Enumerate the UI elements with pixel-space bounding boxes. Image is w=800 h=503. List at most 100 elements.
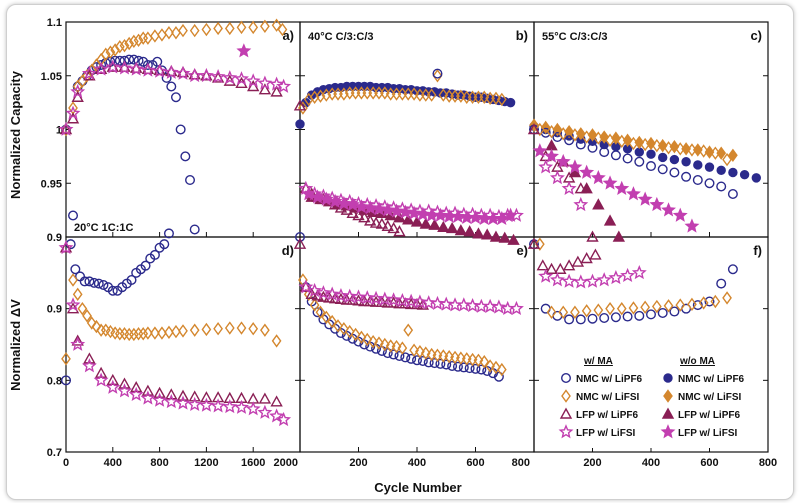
data-point-d-nmc_lipf6_ma [140,260,151,271]
legend-header-with-ma: w/ MA [583,356,613,367]
data-point-c-lfp_lifsi [532,143,548,158]
legend-label-lfp_lifsi: LFP w/ LiFSI [678,428,737,439]
data-point-c-nmc_lipf6_ma [657,164,668,175]
data-point-f-nmc_lifsi_ma [593,303,604,317]
data-point-c-nmc_lipf6_ma [681,171,692,182]
x-tick-label: 800 [759,457,777,469]
data-point-d-lfp_lifsi_ma [117,383,132,398]
panel-label-f: f) [753,243,762,258]
data-point-b-lfp_lipf6 [489,230,503,242]
data-point-f-lfp_lifsi_ma [620,267,636,283]
data-point-c-nmc_lipf6_ma [692,175,703,186]
data-point-c-nmc_lifsi_ma [534,122,545,137]
data-point-a-lfp_lifsi_ma [269,76,285,91]
data-point-e-lfp_lifsi_ma [509,300,524,315]
data-point-c-nmc_lifsi [716,146,727,160]
legend-marker-lfp_lifsi_ma [558,424,574,439]
x-tick-label: 400 [408,457,426,469]
data-point-d-lfp_lipf6_ma [59,241,73,253]
data-point-d-nmc_lifsi_ma [128,327,139,342]
data-point-a-nmc_lifsi_ma [164,26,174,40]
data-point-d-nmc_lipf6_ma [126,275,137,286]
data-point-c-lfp_lifsi [661,202,676,217]
data-point-b-nmc_lipf6 [295,119,305,129]
data-point-d-lfp_lipf6_ma [270,395,283,407]
data-point-e-lfp_lifsi_ma [465,297,481,313]
data-point-c-nmc_lifsi_ma [558,127,569,141]
data-point-c-nmc_lipf6_ma [704,178,715,189]
data-point-d-lfp_lifsi_ma [222,399,238,414]
data-point-e-nmc_lifsi_ma [432,348,443,362]
data-point-b-nmc_lifsi_ma [456,89,466,103]
data-point-e-lfp_lifsi_ma [377,291,393,306]
data-point-b-lfp_lifsi [362,200,378,215]
data-point-c-nmc_lifsi_ma [593,131,604,145]
data-point-e-nmc_lifsi_ma [491,360,501,375]
data-point-c-lfp_lifsi [579,164,595,179]
data-point-f-nmc_lipf6_ma [587,313,598,324]
legend-box [558,352,758,448]
data-point-c-nmc_lifsi [540,120,551,135]
data-point-b-lfp_lipf6 [481,228,494,240]
data-point-f-nmc_lipf6_ma [575,314,586,325]
data-point-a-nmc_lipf6_ma [175,124,186,135]
data-point-a-nmc_lifsi_ma [119,38,130,53]
data-point-e-nmc_lipf6_ma [429,358,440,369]
data-point-d-nmc_lifsi_ma [201,322,212,337]
data-point-a-lfp_lifsi_ma [81,65,97,80]
data-point-a-nmc_lipf6_ma [119,55,130,66]
data-point-e-nmc_lipf6_ma [388,349,399,360]
data-point-b-lfp_lipf6_ma [352,209,365,221]
data-point-d-lfp_lifsi_ma [140,390,156,405]
legend-marker-lfp_lifsi [660,424,676,439]
x-tick-label: 0 [63,457,69,469]
data-point-d-lfp_lifsi_ma [81,358,97,373]
data-point-a-nmc_lifsi_ma [150,29,160,43]
data-point-c-nmc_lifsi_ma [546,124,557,139]
data-point-a-lfp_lipf6_ma [200,69,213,81]
data-point-e-nmc_lipf6_ma [382,348,393,359]
data-point-a-nmc_lifsi_ma [236,20,247,35]
data-point-c-nmc_lipf6 [681,157,691,167]
data-point-e-lfp_lifsi_ma [342,288,358,303]
data-point-d-lfp_lipf6_ma [106,373,119,386]
data-point-f-lfp_lipf6_ma [545,262,558,274]
data-point-c-nmc_lipf6 [751,173,761,183]
data-point-d-lfp_lipf6_ma [118,377,131,389]
data-point-c-nmc_lipf6_ma [634,156,645,167]
data-point-a-nmc_lipf6_ma [142,60,153,71]
x-tick-label: 1200 [194,457,218,469]
data-point-b-lfp_lifsi [494,210,510,226]
data-point-a-lfp_lifsi_ma [65,105,81,120]
data-point-f-nmc_lifsi_ma [558,305,569,319]
data-point-f-lfp_lifsi_ma [608,270,624,285]
data-point-d-lfp_lipf6_ma [165,388,178,400]
legend-label-nmc_lipf6: NMC w/ LiPF6 [678,374,745,385]
data-point-d-nmc_lipf6_ma [93,278,104,289]
data-point-b-lfp_lipf6_ma [293,99,307,111]
data-point-a-nmc_lifsi_ma [213,21,223,36]
data-point-b-nmc_lifsi_ma [409,87,419,101]
data-point-d-lfp_lipf6_ma [94,366,108,378]
y-tick-label-top: 1.05 [41,71,62,83]
data-point-e-lfp_lifsi_ma [412,294,428,309]
data-point-a-lfp_lifsi_ma [105,59,121,74]
data-point-e-lfp_lipf6_ma [299,280,313,292]
data-point-e-lfp_lifsi_ma [324,286,340,301]
data-point-d-lfp_lifsi_ma [128,386,144,401]
legend-label-lfp_lipf6: LFP w/ LiPF6 [678,410,740,421]
data-point-c-lfp_lipf6_ma [527,123,541,135]
panel-condition-a: 20°C 1C:1C [74,222,133,234]
data-point-a-lfp_lifsi_ma [152,63,168,78]
data-point-f-lfp_lifsi_ma [585,273,600,288]
data-point-d-lfp_lifsi_ma [198,397,214,412]
data-point-a-lfp_lifsi_ma [58,121,74,136]
data-point-a-nmc_lipf6_ma [128,54,139,65]
data-point-d-nmc_lifsi_ma [143,326,153,340]
data-point-d-lfp_lipf6_ma [258,392,272,404]
data-point-a-nmc_lipf6_ma [68,210,79,221]
data-point-f-nmc_lifsi_ma [675,298,686,312]
data-point-a-nmc_lifsi_ma [260,19,270,33]
data-point-c-lfp_lifsi [602,175,618,190]
